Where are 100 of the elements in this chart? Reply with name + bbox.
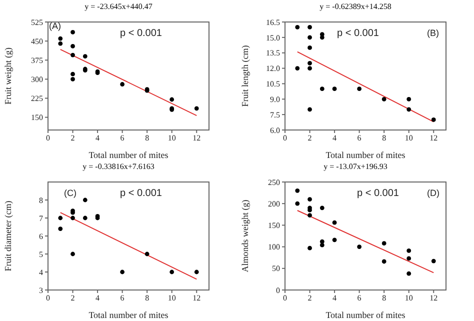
x-tick-label: 4 <box>96 134 100 143</box>
point <box>170 97 174 102</box>
point <box>406 248 412 253</box>
x-tick-label: 8 <box>382 134 386 143</box>
annotation: (D) <box>427 188 440 198</box>
y-axis-title: Fruit weight (g) <box>3 48 14 104</box>
y-tick-label: 13.5 <box>266 48 280 58</box>
point <box>406 96 412 102</box>
y-tick-label: 6 <box>39 232 43 241</box>
point <box>308 46 312 50</box>
y-tick-label: 50 <box>272 264 280 274</box>
point <box>70 72 75 76</box>
point <box>70 52 75 58</box>
x-tick-label: 4 <box>332 294 337 303</box>
annotation: p < 0.001 <box>357 188 399 199</box>
x-tick-label: 8 <box>145 134 150 143</box>
x-tick-label: 2 <box>70 134 75 143</box>
point <box>120 82 125 86</box>
point <box>82 216 88 220</box>
chart-title: y = -23.645x+440.47 <box>84 2 154 11</box>
point <box>357 86 362 92</box>
point <box>320 86 324 92</box>
point <box>406 271 412 276</box>
x-axis-title: Total number of mites <box>326 150 406 160</box>
x-tick-label: 6 <box>120 294 124 303</box>
x-tick-label: 8 <box>382 294 386 303</box>
point <box>320 206 324 210</box>
point <box>70 30 75 34</box>
annotation: (C) <box>64 188 76 198</box>
chart-title: y = -13.07x+196.93 <box>322 162 388 171</box>
point <box>58 36 63 41</box>
y-tick-label: 200 <box>268 199 280 208</box>
x-tick-label: 0 <box>46 134 50 143</box>
point <box>332 86 337 92</box>
x-tick-label: 2 <box>308 134 312 143</box>
y-axis-title: Almonds weight (g) <box>240 200 250 272</box>
point <box>332 238 337 242</box>
point <box>382 259 386 264</box>
y-tick-label: 225 <box>31 94 43 104</box>
y-tick-label: 12.0 <box>266 64 280 74</box>
y-tick-label: 15.0 <box>266 33 280 42</box>
x-tick-label: 10 <box>404 294 413 303</box>
point <box>308 213 312 218</box>
x-tick-label: 8 <box>145 294 150 303</box>
chart-title: y = -0.33816x+7.6163 <box>82 162 156 171</box>
x-tick-label: 0 <box>283 134 287 143</box>
y-tick-label: 8 <box>39 196 43 205</box>
annotation: p < 0.001 <box>120 188 162 199</box>
point <box>308 66 312 70</box>
point <box>382 96 386 102</box>
x-tick-label: 2 <box>308 294 312 303</box>
x-tick-label: 10 <box>404 134 413 143</box>
y-axis-title: Fruit diameter (cm) <box>3 200 14 272</box>
point <box>295 66 300 70</box>
x-tick-label: 6 <box>120 134 124 143</box>
y-tick-label: 450 <box>31 36 43 46</box>
point <box>406 256 412 261</box>
point <box>170 270 174 274</box>
y-tick-label: 7 <box>39 214 43 223</box>
point <box>308 35 312 40</box>
annotation: p < 0.001 <box>337 28 379 39</box>
y-tick-label: 375 <box>31 56 43 65</box>
y-tick-label: 150 <box>31 113 43 122</box>
y-tick-label: 10.5 <box>266 80 280 89</box>
x-tick-label: 2 <box>70 294 75 303</box>
x-axis-title: Total number of mites <box>88 150 169 160</box>
point <box>406 107 412 112</box>
x-tick-label: 12 <box>192 134 201 143</box>
y-tick-label: 16.5 <box>266 18 280 27</box>
annotation: (A) <box>49 21 61 31</box>
x-tick-label: 10 <box>168 294 176 303</box>
point <box>308 246 312 250</box>
point <box>70 44 75 48</box>
point <box>82 198 88 202</box>
annotation: (B) <box>427 28 439 38</box>
y-tick-label: 7.5 <box>270 110 280 120</box>
point <box>308 24 312 30</box>
point <box>70 76 75 82</box>
y-tick-label: 5 <box>39 250 43 259</box>
x-tick-label: 0 <box>46 294 50 303</box>
point <box>308 107 312 112</box>
x-tick-label: 10 <box>168 134 176 143</box>
point <box>320 242 324 248</box>
point <box>58 216 63 220</box>
point <box>144 252 150 256</box>
point <box>58 226 63 231</box>
y-tick-label: 4 <box>39 268 43 277</box>
y-tick-label: 525 <box>31 18 43 27</box>
y-axis-title: Fruit length (cm) <box>240 45 250 107</box>
y-tick-label: 100 <box>268 242 280 252</box>
x-axis-title: Total number of mites <box>326 310 406 320</box>
point <box>357 244 362 249</box>
chart-title: y = -0.62389x+14.258 <box>318 2 392 11</box>
y-tick-label: 300 <box>31 75 43 84</box>
point <box>308 197 312 202</box>
point <box>295 201 300 206</box>
x-axis-title: Total number of mites <box>88 310 169 320</box>
point <box>320 35 324 40</box>
y-tick-label: 0 <box>276 286 280 295</box>
point <box>70 252 75 256</box>
